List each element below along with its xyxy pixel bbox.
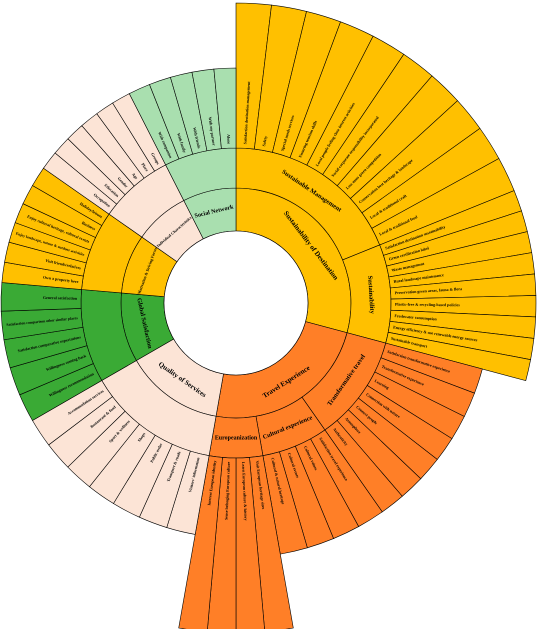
center-hole — [163, 230, 309, 376]
leaf-label-with-family: With family — [176, 132, 187, 153]
leaf-label-learn-european-culture-history: Learn European culture & history — [241, 462, 249, 521]
leaf-label-sense-belonging-european-culture: Sense belonging European culture — [223, 461, 231, 520]
leaf-alone — [213, 67, 237, 150]
leaf-label-freshwater-consumption: Freshwater consumption — [394, 313, 437, 322]
leaf-label-satisfaction-comparison-other-similar-places: Satisfaction comparison other similar pl… — [6, 316, 78, 327]
leaf-label-rural-landscape-maintenance: Rural landscape maintenance — [393, 272, 444, 284]
leaf-label-visit-european-heritage-sites: Visit European heritage sites — [255, 460, 266, 510]
leaf-label-groups: Groups — [150, 152, 161, 166]
leaf-label-business: Business — [81, 220, 97, 231]
leaf-label-shops: Shops — [136, 431, 146, 443]
group-label-sustainability: Sustainability — [366, 275, 375, 314]
leaf-label-satisfaction-destination-management: Satisfaction destination management — [242, 81, 251, 145]
leaf-label-with-friends: With friends — [192, 127, 202, 150]
leaf-label-with-my-partner: With my partner — [208, 116, 217, 146]
leaf-label-own-a-property-here: Own a property here — [43, 275, 79, 285]
leaf-label-plastic-free-recycling-based-policies: Plastic-free & recycling-based policies — [395, 302, 460, 308]
group-label-europeanization: Europeanization — [215, 435, 258, 441]
leaf-label-alone: Alone — [226, 134, 231, 144]
leaf-label-place: Place — [140, 162, 149, 173]
leaf-label-interest-european-identity: Interest European identity — [206, 460, 217, 505]
leaf-label-preservation-green-areas-fauna-flora: Preservation green areas, fauna & flora — [395, 286, 463, 295]
leaf-label-age: Age — [131, 172, 139, 181]
leaf-label-waste-management: Waste management — [391, 261, 425, 273]
leaf-label-safety: Safety — [261, 135, 268, 146]
leaf-label-general-satisfaction: General satisfaction — [43, 295, 78, 301]
